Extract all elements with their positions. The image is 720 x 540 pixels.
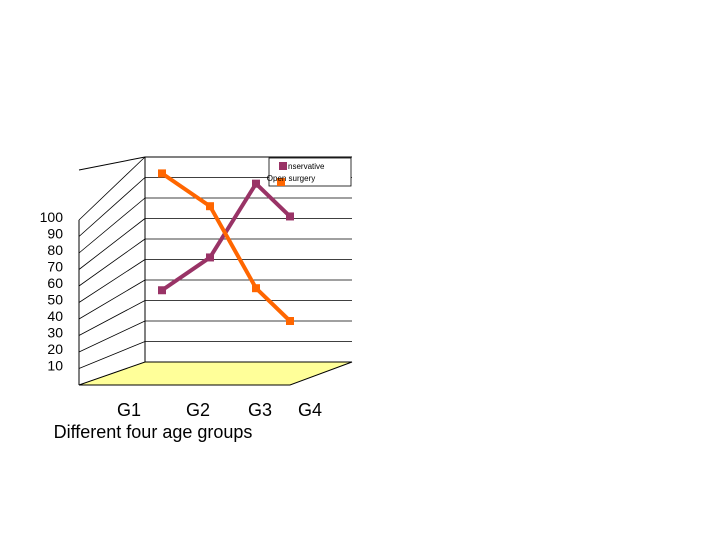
data-point [158,286,166,295]
y-tick-label: 10 [47,358,63,374]
legend-label-2: Open surgery [267,174,315,183]
y-tick-label: 90 [47,226,63,242]
data-point [252,284,260,293]
legend-label-1: nservative [288,162,325,171]
data-point [286,317,294,325]
legend: nservative Open surgery [267,157,352,187]
gridline-side [78,197,146,254]
chart-floor [78,361,353,386]
series-group [158,169,294,325]
y-tick-label: 30 [47,325,63,341]
gridline-side [78,218,146,270]
data-point [286,212,294,221]
legend-marker-2 [277,178,285,186]
side-wall-top-edge [78,156,146,171]
y-tick-label: 80 [47,242,63,258]
y-tick-label: 50 [47,292,63,308]
data-point [206,253,214,262]
chart-walls [78,156,353,386]
y-tick-label: 100 [40,209,64,225]
x-tick-label: G2 [186,400,210,420]
x-axis-ticks: G1 G2 G3 G4 [117,400,322,420]
legend-marker-1 [279,162,287,170]
data-point [252,179,260,188]
x-axis-label: Different four age groups [54,422,253,442]
y-tick-label: 40 [47,308,63,324]
y-tick-label: 60 [47,275,63,291]
gridline-side [78,156,146,221]
gridline-side [78,320,146,353]
gridline-side [78,341,146,369]
gridline-side [78,259,146,303]
y-tick-label: 70 [47,259,63,275]
x-tick-label: G3 [248,400,272,420]
series-line-1 [160,180,292,292]
x-tick-label: G1 [117,400,141,420]
series-line-2 [160,171,292,323]
gridlines [78,156,352,369]
gridline-side [78,238,146,287]
gridline-side [78,177,146,237]
gridline-side [78,279,146,320]
data-point [206,202,214,211]
gridline-side [78,300,146,336]
data-point [158,169,166,178]
y-tick-label: 20 [47,341,63,357]
x-tick-label: G4 [298,400,322,420]
